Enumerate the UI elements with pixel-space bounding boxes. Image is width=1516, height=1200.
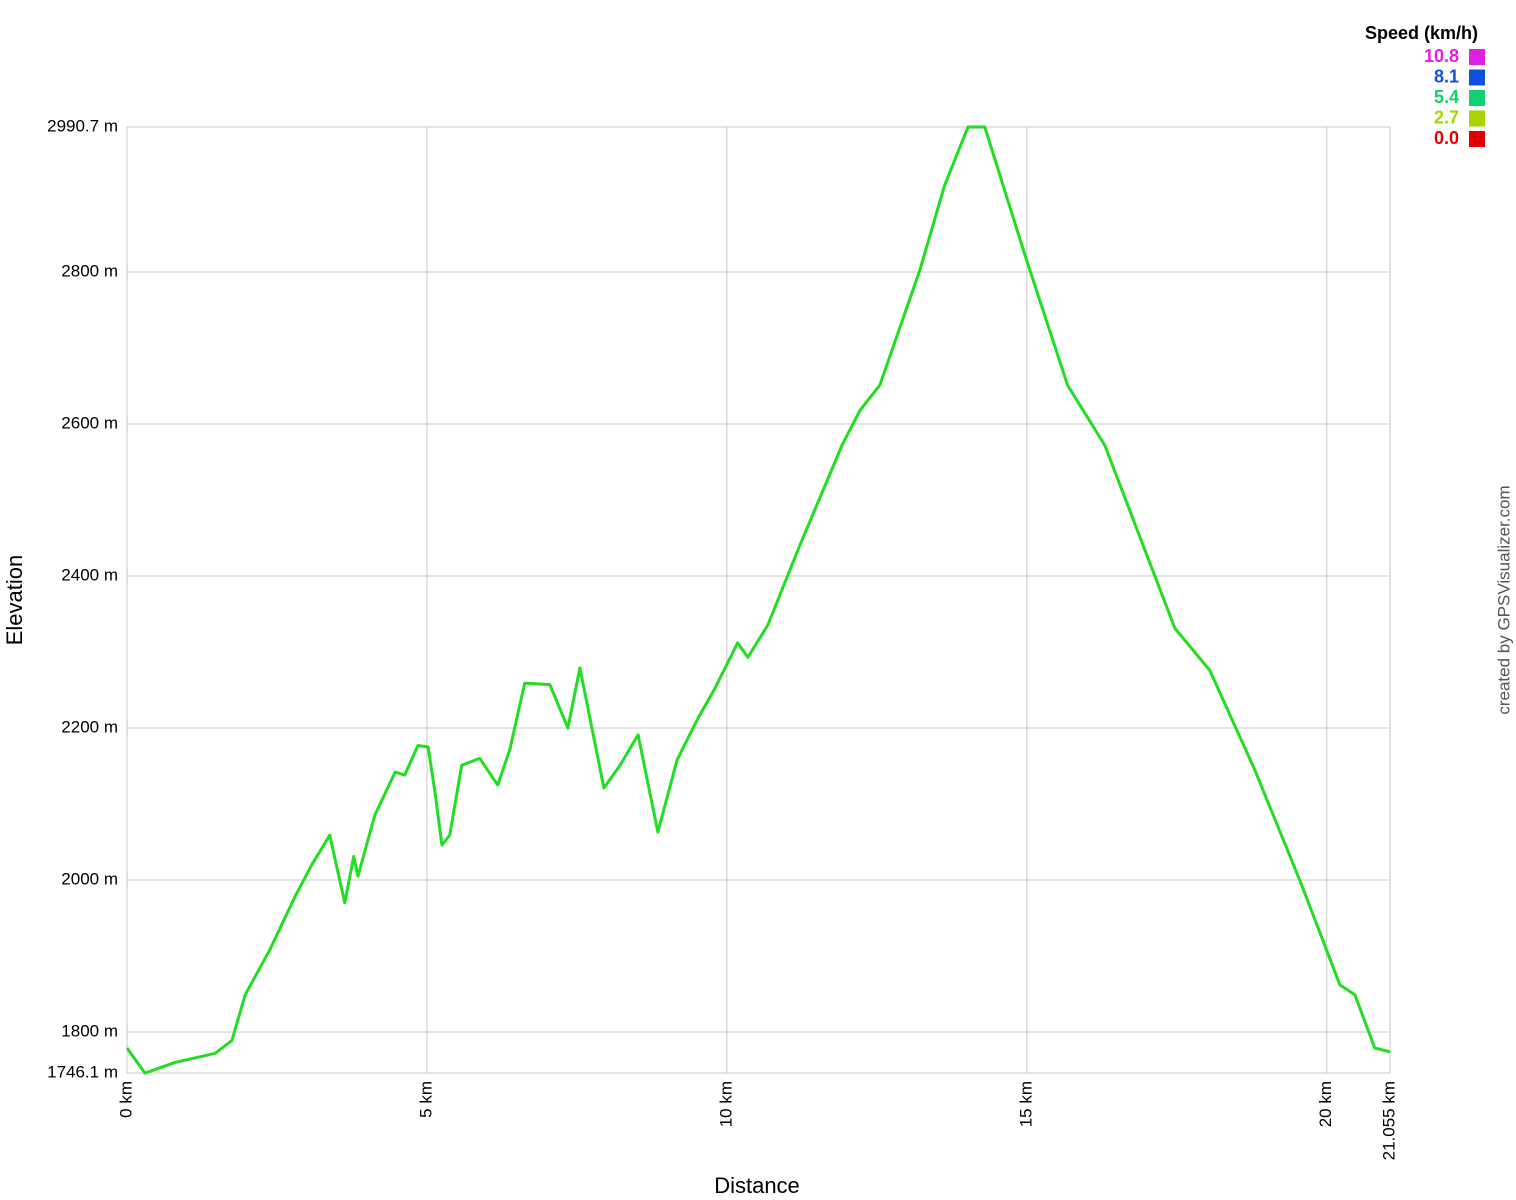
y-tick-label: 1800 m [61,1022,118,1041]
x-tick-label: 15 km [1016,1081,1035,1127]
x-tick-label: 0 km [116,1081,135,1118]
x-axis-title: Distance [714,1173,800,1198]
legend-label: 0.0 [1434,128,1459,148]
legend-swatch [1469,131,1485,147]
legend-swatch [1469,69,1485,86]
x-tick-label: 10 km [716,1081,735,1127]
x-tick-label: 20 km [1316,1081,1335,1127]
legend-label: 8.1 [1434,66,1459,86]
y-tick-label: 2200 m [61,717,118,736]
y-tick-label: 2800 m [61,261,118,280]
legend-swatch [1469,110,1485,127]
y-axis-title: Elevation [2,555,27,646]
y-tick-label: 2990.7 m [47,116,118,135]
y-tick-label: 1746.1 m [47,1062,118,1081]
legend-swatch [1469,90,1485,106]
x-tick-label: 5 km [416,1081,435,1118]
x-tick-label: 21.055 km [1379,1081,1398,1160]
y-tick-label: 2600 m [61,413,118,432]
y-tick-label: 2000 m [61,869,118,888]
legend-label: 2.7 [1434,107,1459,127]
legend-swatch [1469,49,1485,65]
plot-border [126,126,1391,1074]
legend-label: 5.4 [1434,87,1459,107]
legend-title: Speed (km/h) [1365,23,1478,43]
elevation-line [125,125,1391,1075]
y-tick-label: 2400 m [61,565,118,584]
credit: created by GPSVisualizer.com [1494,485,1513,714]
legend-label: 10.8 [1424,46,1459,66]
